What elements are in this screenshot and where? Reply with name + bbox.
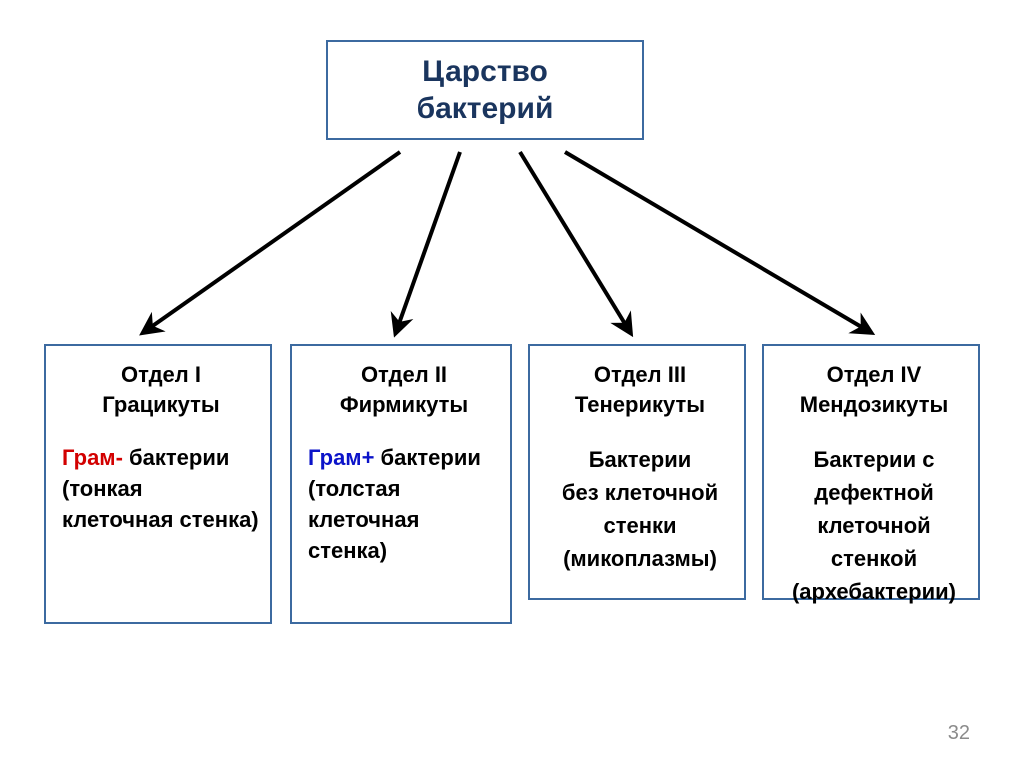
arrow (520, 152, 630, 332)
arrow (144, 152, 400, 332)
division-title: Отдел III Тенерикуты (546, 360, 734, 419)
division-body-line: без клеточной (546, 476, 734, 509)
root-line1: Царство (422, 55, 548, 88)
division-title-line1: Отдел I (121, 362, 201, 387)
division-title-line2: Мендозикуты (800, 392, 949, 417)
division-title-line2: Грацикуты (102, 392, 219, 417)
division-box-3: Отдел III Тенерикуты Бактериибез клеточной… (528, 344, 746, 600)
arrow (565, 152, 870, 332)
division-body-line: стенки (546, 509, 734, 542)
division-box-2: Отдел II Фирмикуты Грам+ бактерии (толстая … (290, 344, 512, 624)
division-title: Отдел IV Мендозикуты (780, 360, 968, 419)
slide-number: 32 (948, 722, 970, 745)
division-body-line: клеточной (780, 509, 968, 542)
division-body: Грам- бактерии (тонкая клеточная стенка) (62, 443, 260, 535)
division-body-line: Бактерии (546, 443, 734, 476)
division-title: Отдел II Фирмикуты (308, 360, 500, 419)
arrow (396, 152, 460, 332)
gram-rest: бактерии (374, 445, 480, 470)
division-body: Бактериибез клеточнойстенки(микоплазмы) (546, 443, 734, 575)
division-title-line2: Тенерикуты (575, 392, 705, 417)
division-box-1: Отдел I Грацикуты Грам- бактерии (тонкая кл… (44, 344, 272, 624)
division-title-line2: Фирмикуты (340, 392, 468, 417)
root-title: Царство бактерий (417, 53, 554, 128)
division-body-line: Бактерии с (780, 443, 968, 476)
division-title-line1: Отдел II (361, 362, 447, 387)
root-line2: бактерий (417, 92, 554, 125)
gram-rest: бактерии (123, 445, 229, 470)
division-box-4: Отдел IV Мендозикуты Бактерии сдефектнойкл… (762, 344, 980, 600)
division-body-line: (архебактерии) (780, 575, 968, 608)
division-body-line: стенкой (780, 542, 968, 575)
division-desc: (тонкая клеточная стенка) (62, 474, 260, 536)
division-body: Бактерии сдефектнойклеточнойстенкой(архе… (780, 443, 968, 608)
root-node: Царство бактерий (326, 40, 644, 140)
gram-highlight: Грам- (62, 445, 123, 470)
division-body-line: дефектной (780, 476, 968, 509)
gram-highlight: Грам+ (308, 445, 374, 470)
division-title-line1: Отдел IV (827, 362, 922, 387)
division-desc: (толстая клеточная стенка) (308, 474, 500, 566)
division-title: Отдел I Грацикуты (62, 360, 260, 419)
division-title-line1: Отдел III (594, 362, 686, 387)
division-body-line: (микоплазмы) (546, 542, 734, 575)
division-body: Грам+ бактерии (толстая клеточная стенка) (308, 443, 500, 566)
